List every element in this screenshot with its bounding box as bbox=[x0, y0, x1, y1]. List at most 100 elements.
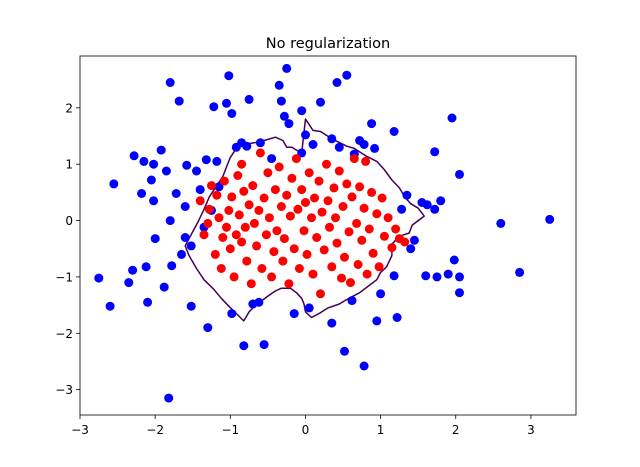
red-point-44 bbox=[282, 190, 292, 200]
red-point-43 bbox=[279, 234, 289, 244]
blue-point-51 bbox=[267, 154, 277, 164]
x-tick-label: −3 bbox=[71, 423, 89, 437]
red-point-10 bbox=[219, 176, 229, 186]
red-point-9 bbox=[218, 233, 228, 242]
blue-point-32 bbox=[201, 155, 211, 165]
red-point-35 bbox=[264, 213, 274, 223]
red-point-78 bbox=[346, 278, 355, 288]
red-point-7 bbox=[214, 213, 224, 223]
y-tick-label: 1 bbox=[65, 158, 73, 172]
blue-point-33 bbox=[203, 323, 213, 333]
red-point-87 bbox=[362, 269, 372, 279]
red-point-68 bbox=[327, 262, 337, 272]
red-point-92 bbox=[374, 262, 384, 272]
blue-point-82 bbox=[397, 204, 407, 214]
blue-point-80 bbox=[389, 271, 399, 281]
x-tick-label: 0 bbox=[302, 423, 310, 437]
blue-point-85 bbox=[409, 235, 419, 245]
red-point-34 bbox=[263, 168, 273, 178]
x-tick-label: 3 bbox=[527, 423, 535, 437]
red-point-23 bbox=[242, 256, 252, 266]
blue-point-99 bbox=[496, 218, 506, 228]
red-point-97 bbox=[391, 224, 401, 234]
red-point-84 bbox=[357, 235, 367, 245]
red-point-56 bbox=[304, 168, 314, 178]
red-point-22 bbox=[240, 222, 250, 232]
y-tick-label: −2 bbox=[55, 327, 73, 341]
red-point-27 bbox=[249, 218, 259, 228]
blue-point-65 bbox=[327, 318, 337, 328]
blue-point-93 bbox=[443, 269, 453, 279]
blue-point-90 bbox=[430, 147, 440, 157]
blue-point-87 bbox=[421, 271, 431, 281]
blue-point-27 bbox=[186, 241, 196, 251]
blue-point-69 bbox=[342, 70, 352, 80]
blue-point-57 bbox=[289, 309, 299, 319]
red-point-80 bbox=[349, 154, 359, 164]
red-point-96 bbox=[387, 243, 397, 253]
red-point-66 bbox=[323, 196, 333, 206]
red-point-95 bbox=[383, 213, 393, 223]
blue-point-53 bbox=[276, 96, 286, 106]
red-point-88 bbox=[364, 224, 374, 234]
red-point-40 bbox=[274, 162, 284, 172]
blue-point-88 bbox=[422, 200, 432, 210]
red-point-90 bbox=[368, 248, 378, 258]
red-point-70 bbox=[331, 213, 340, 223]
red-point-77 bbox=[344, 227, 354, 237]
blue-point-29 bbox=[192, 166, 201, 176]
blue-point-56 bbox=[284, 119, 294, 129]
blue-point-41 bbox=[227, 309, 237, 319]
red-point-11 bbox=[222, 222, 231, 232]
red-point-74 bbox=[338, 202, 348, 211]
blue-point-17 bbox=[164, 393, 174, 403]
axes-frame bbox=[79, 55, 577, 416]
blue-point-3 bbox=[124, 278, 134, 288]
blue-point-28 bbox=[186, 301, 196, 311]
blue-point-26 bbox=[182, 160, 192, 170]
red-point-12 bbox=[224, 205, 234, 215]
red-point-52 bbox=[297, 185, 307, 195]
red-point-61 bbox=[314, 176, 324, 186]
blue-point-7 bbox=[139, 156, 149, 166]
x-tick-label: −2 bbox=[146, 423, 164, 437]
red-point-18 bbox=[234, 210, 244, 220]
blue-point-4 bbox=[128, 265, 138, 275]
blue-point-39 bbox=[224, 71, 234, 81]
red-point-32 bbox=[259, 193, 269, 203]
red-point-76 bbox=[342, 179, 352, 189]
blue-point-66 bbox=[332, 78, 342, 87]
blue-point-45 bbox=[242, 141, 252, 151]
blue-point-68 bbox=[340, 346, 349, 356]
red-point-25 bbox=[246, 279, 256, 289]
red-point-2 bbox=[203, 218, 213, 228]
blue-point-92 bbox=[436, 196, 446, 206]
blue-point-36 bbox=[212, 156, 222, 166]
blue-point-0 bbox=[94, 273, 104, 283]
decision-boundary-layer bbox=[184, 118, 425, 322]
red-point-71 bbox=[332, 238, 342, 248]
blue-point-54 bbox=[279, 111, 289, 121]
red-point-24 bbox=[244, 200, 254, 210]
red-point-15 bbox=[229, 272, 239, 282]
blue-point-37 bbox=[214, 182, 224, 192]
blue-point-21 bbox=[171, 189, 181, 198]
red-point-26 bbox=[248, 181, 258, 191]
red-point-29 bbox=[254, 205, 264, 215]
red-point-54 bbox=[301, 198, 310, 207]
red-point-6 bbox=[212, 190, 222, 200]
blue-point-19 bbox=[165, 216, 175, 226]
red-point-69 bbox=[329, 183, 339, 193]
blue-point-2 bbox=[109, 179, 119, 189]
red-point-62 bbox=[316, 289, 325, 299]
red-point-38 bbox=[270, 185, 280, 195]
red-point-81 bbox=[352, 218, 362, 228]
red-point-73 bbox=[337, 273, 346, 283]
blue-point-38 bbox=[222, 98, 231, 108]
red-point-99 bbox=[400, 237, 410, 247]
blue-point-20 bbox=[167, 261, 177, 271]
blue-point-73 bbox=[359, 140, 369, 149]
blue-point-35 bbox=[209, 102, 219, 112]
